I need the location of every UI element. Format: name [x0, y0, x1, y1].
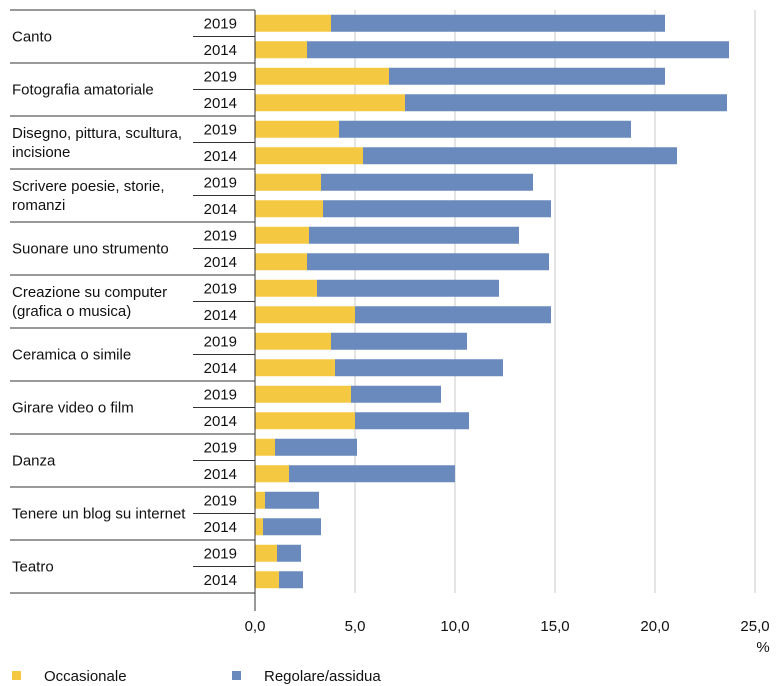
x-tick-label: 25,0	[740, 618, 769, 635]
year-label: 2014	[204, 148, 237, 165]
category-label: Creazione su computer	[12, 284, 167, 301]
bar-segment	[263, 518, 321, 536]
year-label: 2014	[204, 519, 237, 536]
bar-segment	[255, 147, 363, 165]
year-label: 2014	[204, 572, 237, 589]
bar-segment	[255, 544, 277, 562]
bars	[255, 14, 729, 589]
year-label: 2019	[204, 439, 237, 456]
bar-segment	[255, 173, 321, 191]
bar-segment	[255, 332, 331, 350]
legend-swatch	[232, 671, 241, 680]
bar-segment	[331, 332, 467, 350]
x-tick-label: 5,0	[345, 618, 366, 635]
bar-segment	[363, 147, 677, 165]
x-axis-ticks: 0,0 5,0 10,0 15,0 20,0 25,0	[245, 618, 770, 635]
bar-segment	[335, 359, 503, 377]
category-label: Ceramica o simile	[12, 347, 131, 364]
year-label: 2019	[204, 68, 237, 85]
year-label: 2014	[204, 307, 237, 324]
bar-segment	[321, 173, 533, 191]
x-tick-label: 15,0	[540, 618, 569, 635]
category-label: Girare video o film	[12, 400, 134, 417]
category-label: Tenere un blog su internet	[12, 506, 186, 523]
x-axis-unit: %	[756, 639, 769, 656]
year-label: 2019	[204, 227, 237, 244]
bar-segment	[323, 200, 551, 218]
year-label: 2014	[204, 466, 237, 483]
category-label: Canto	[12, 29, 52, 46]
bar-segment	[255, 120, 339, 138]
bar-segment	[355, 412, 469, 430]
year-label: 2019	[204, 492, 237, 509]
category-label: Danza	[12, 453, 56, 470]
bar-segment	[255, 385, 351, 403]
x-tick-label: 10,0	[440, 618, 469, 635]
bar-segment	[255, 94, 405, 112]
bar-segment	[255, 465, 289, 483]
year-label: 2014	[204, 360, 237, 377]
category-label: Fotografia amatoriale	[12, 82, 154, 99]
category-label: incisione	[12, 144, 70, 161]
year-label: 2019	[204, 280, 237, 297]
year-label: 2019	[204, 121, 237, 138]
bar-segment	[289, 465, 455, 483]
bar-segment	[265, 491, 319, 509]
year-label: 2014	[204, 254, 237, 271]
x-tick-label: 20,0	[640, 618, 669, 635]
bar-segment	[255, 306, 355, 324]
year-label: 2019	[204, 15, 237, 32]
row-dividers	[10, 9, 256, 611]
category-label: Teatro	[12, 559, 54, 576]
category-label: Disegno, pittura, scultura,	[12, 125, 182, 142]
year-labels: 2019 2014 2019 2014 2019 2014 2019 2014 2019 2014…	[204, 15, 237, 589]
legend-label: Regolare/assidua	[264, 668, 381, 685]
category-label: Suonare uno strumento	[12, 241, 169, 258]
bar-segment	[339, 120, 631, 138]
bar-segment	[351, 385, 441, 403]
bar-segment	[255, 412, 355, 430]
bar-segment	[317, 279, 499, 297]
bar-segment	[255, 200, 323, 218]
bar-segment	[255, 571, 279, 589]
year-label: 2014	[204, 413, 237, 430]
legend: Occasionale Regolare/assidua	[12, 668, 381, 685]
bar-segment	[331, 14, 665, 32]
category-labels: Canto Fotografia amatoriale Disegno, pittu…	[12, 29, 186, 576]
bar-segment	[389, 67, 665, 85]
year-label: 2019	[204, 174, 237, 191]
year-label: 2019	[204, 545, 237, 562]
legend-swatch	[12, 671, 21, 680]
bar-segment	[255, 359, 335, 377]
bar-segment	[355, 306, 551, 324]
year-label: 2014	[204, 42, 237, 59]
category-label: romanzi	[12, 197, 65, 214]
bar-segment	[255, 438, 275, 456]
bar-segment	[277, 544, 301, 562]
bar-segment	[255, 491, 265, 509]
legend-label: Occasionale	[44, 668, 127, 685]
bar-segment	[255, 67, 389, 85]
bar-segment	[255, 226, 309, 244]
bar-segment	[307, 41, 729, 59]
bar-segment	[255, 14, 331, 32]
year-label: 2014	[204, 95, 237, 112]
bar-segment	[255, 253, 307, 271]
bar-segment	[255, 41, 307, 59]
x-tick-label: 0,0	[245, 618, 266, 635]
bar-segment	[405, 94, 727, 112]
bar-segment	[279, 571, 303, 589]
category-label: Scrivere poesie, storie,	[12, 178, 165, 195]
category-label: (grafica o musica)	[12, 303, 131, 320]
bar-segment	[255, 518, 263, 536]
year-label: 2014	[204, 201, 237, 218]
bar-segment	[275, 438, 357, 456]
year-label: 2019	[204, 333, 237, 350]
bar-segment	[307, 253, 549, 271]
year-label: 2019	[204, 386, 237, 403]
bar-segment	[309, 226, 519, 244]
bar-segment	[255, 279, 317, 297]
